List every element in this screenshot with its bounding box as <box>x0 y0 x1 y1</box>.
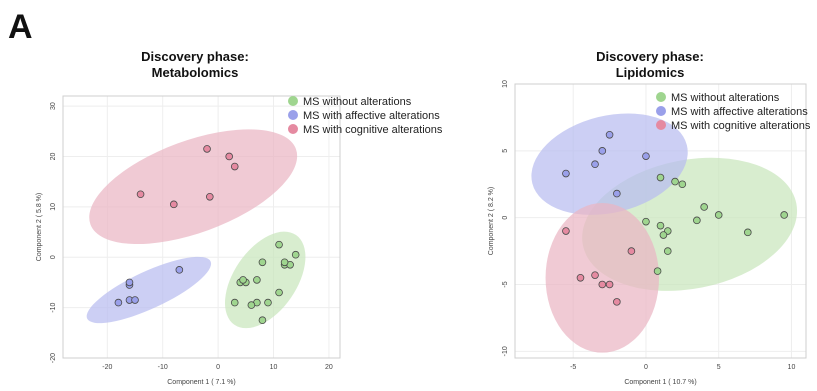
legend-label-cognitive: MS with cognitive alterations <box>671 120 811 132</box>
data-point-without <box>230 298 239 307</box>
legend-marker-without <box>288 96 298 106</box>
data-point-cognitive <box>225 152 234 161</box>
data-point-without <box>671 177 679 186</box>
legend-marker-cognitive <box>656 120 666 130</box>
y-tick-label: 0 <box>502 216 509 220</box>
data-point-cognitive <box>230 162 239 171</box>
data-point-without <box>275 288 283 297</box>
data-point-without <box>659 231 668 239</box>
data-point-cognitive <box>605 280 614 289</box>
x-tick-label: 10 <box>788 364 796 371</box>
y-tick-label: 5 <box>502 149 509 153</box>
data-point-cognitive <box>136 190 145 199</box>
figure-panel-letter: A <box>8 8 33 46</box>
confidence-ellipse-without <box>224 231 306 329</box>
y-axis-label: Component 2 ( 5.8 %) <box>36 193 43 261</box>
data-point-without <box>642 217 650 226</box>
data-point-without <box>678 180 687 189</box>
y-tick-label: 30 <box>50 102 57 110</box>
title-line-2: Metabolomics <box>151 65 239 80</box>
x-axis-label: Component 1 ( 10.7 %) <box>624 379 696 386</box>
data-point-without <box>693 216 701 225</box>
legend-label-cognitive: MS with cognitive alterations <box>303 124 443 136</box>
data-point-affective <box>642 152 650 160</box>
data-point-cognitive <box>562 227 570 235</box>
data-point-affective <box>175 266 184 274</box>
data-point-cognitive <box>627 247 636 255</box>
data-point-cognitive <box>598 280 607 289</box>
data-point-without <box>253 276 261 284</box>
data-point-without <box>700 203 708 211</box>
title-line-1: Discovery phase: <box>596 49 704 64</box>
data-point-affective <box>114 298 123 307</box>
chart-title-metabolomics: Discovery phase: Metabolomics <box>110 49 280 81</box>
y-tick-label: -10 <box>50 302 57 312</box>
y-tick-label: -10 <box>502 346 509 356</box>
legend-marker-affective <box>288 110 298 120</box>
data-point-cognitive <box>591 271 599 279</box>
legend-marker-cognitive <box>288 124 298 134</box>
confidence-ellipse-affective <box>531 113 688 215</box>
data-point-without <box>743 228 752 237</box>
x-tick-label: 10 <box>270 364 278 371</box>
y-tick-label: 0 <box>50 255 57 259</box>
data-point-without <box>291 250 300 259</box>
data-point-without <box>656 221 665 230</box>
data-point-affective <box>591 160 599 168</box>
data-point-cognitive <box>203 145 211 153</box>
data-point-affective <box>125 278 134 287</box>
x-axis-label: Component 1 ( 7.1 %) <box>167 379 235 386</box>
data-point-without <box>714 211 723 219</box>
data-point-without <box>663 247 672 255</box>
data-point-affective <box>562 169 570 178</box>
plot-frame <box>62 95 341 359</box>
data-point-affective <box>131 296 139 304</box>
x-tick-label: -20 <box>102 364 112 371</box>
x-tick-label: 5 <box>717 364 721 371</box>
data-point-without <box>653 267 662 275</box>
x-tick-label: 0 <box>216 364 220 371</box>
title-line-1: Discovery phase: <box>141 49 249 64</box>
x-tick-label: 20 <box>325 364 333 371</box>
legend-label-without: MS without alterations <box>303 96 412 108</box>
confidence-ellipse-cognitive <box>89 129 298 245</box>
data-point-without <box>280 258 289 267</box>
y-tick-label: 20 <box>50 152 57 160</box>
data-point-cognitive <box>613 298 621 306</box>
chart-title-lipidomics: Discovery phase: Lipidomics <box>565 49 735 81</box>
data-point-without <box>264 298 272 307</box>
y-axis-label: Component 2 ( 8.2 %) <box>488 187 495 255</box>
data-point-affective <box>613 189 621 198</box>
data-point-without <box>780 211 788 219</box>
legend-label-without: MS without alterations <box>671 92 780 104</box>
data-point-cognitive <box>170 200 178 209</box>
x-tick-label: 0 <box>644 364 648 371</box>
legend-label-affective: MS with affective alterations <box>303 110 440 122</box>
data-point-without <box>247 301 256 309</box>
y-tick-label: -20 <box>50 353 57 363</box>
title-line-2: Lipidomics <box>615 65 685 80</box>
x-tick-label: -5 <box>570 364 576 371</box>
data-point-without <box>258 316 267 325</box>
y-tick-label: 10 <box>502 80 509 88</box>
x-tick-label: -10 <box>158 364 168 371</box>
confidence-ellipse-cognitive <box>545 202 660 353</box>
legend-marker-without <box>656 92 666 102</box>
y-tick-label: -5 <box>502 281 509 287</box>
data-point-without <box>239 276 247 284</box>
legend-label-affective: MS with affective alterations <box>671 106 808 118</box>
data-point-without <box>275 240 283 249</box>
legend-marker-affective <box>656 106 666 116</box>
data-point-affective <box>605 130 614 139</box>
data-point-affective <box>598 147 607 155</box>
data-point-without <box>656 173 665 182</box>
plot-frame <box>514 83 807 359</box>
data-point-without <box>258 258 267 267</box>
data-point-cognitive <box>206 192 214 201</box>
data-point-cognitive <box>576 274 585 282</box>
y-tick-label: 10 <box>50 203 57 211</box>
